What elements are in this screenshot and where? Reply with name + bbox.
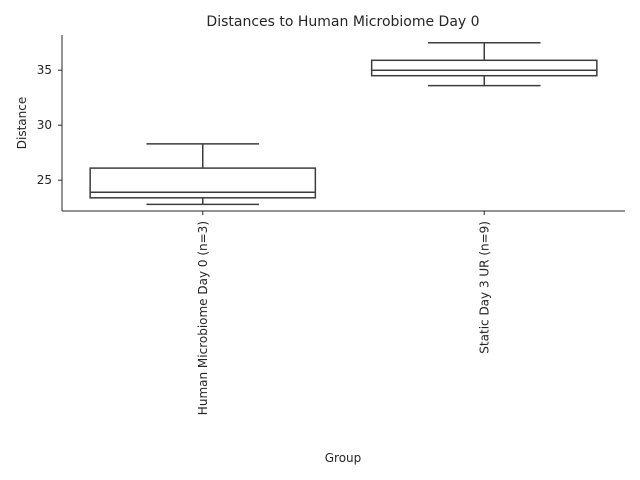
- x-tick-label: Static Day 3 UR (n=9): [477, 221, 491, 354]
- y-tick-label: 35: [37, 63, 52, 77]
- iqr-box: [89, 167, 317, 199]
- y-tick-label: 25: [37, 173, 52, 187]
- box-group: [89, 143, 317, 206]
- x-axis-ticks: Human Microbiome Day 0 (n=3) Static Day 3…: [196, 211, 491, 415]
- y-axis-ticks: 25 30 35: [37, 63, 62, 187]
- x-tick-label: Human Microbiome Day 0 (n=3): [196, 221, 210, 415]
- iqr-box: [370, 59, 598, 77]
- x-axis-label: Group: [325, 451, 362, 465]
- box-group: [370, 41, 598, 87]
- chart-title: Distances to Human Microbiome Day 0: [206, 14, 479, 30]
- plot-area: [89, 41, 598, 206]
- y-axis-label: Distance: [15, 97, 29, 149]
- y-tick-label: 30: [37, 118, 52, 132]
